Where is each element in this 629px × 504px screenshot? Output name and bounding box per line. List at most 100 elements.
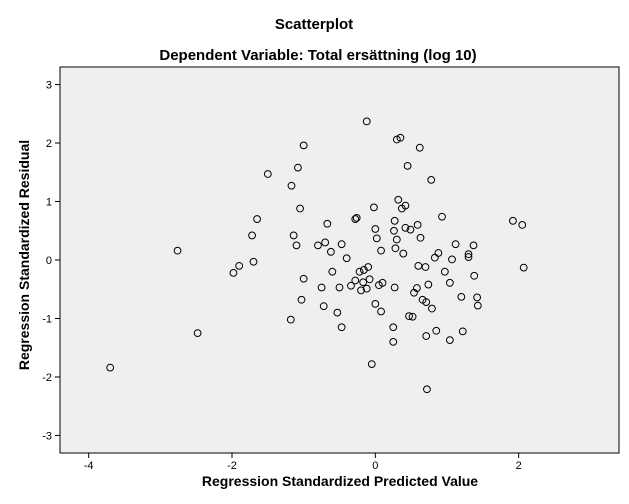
data-point — [440, 267, 449, 276]
y-axis-label: Regression Standardized Residual — [16, 140, 32, 370]
data-point — [432, 326, 441, 335]
data-point — [287, 181, 296, 190]
data-point — [327, 247, 335, 256]
data-point — [401, 223, 410, 232]
data-point — [451, 240, 460, 249]
y-axis-ticks: 3 2 1 0 -1 -2 -3 — [42, 80, 60, 442]
data-point — [390, 283, 399, 292]
data-point — [365, 275, 374, 284]
data-point — [377, 246, 385, 255]
data-point — [457, 292, 466, 301]
data-point — [415, 143, 424, 152]
data-point — [319, 302, 328, 311]
y-tick-label: 0 — [46, 255, 52, 267]
data-point — [333, 308, 342, 317]
data-point — [403, 161, 412, 170]
data-point — [297, 295, 306, 304]
data-point — [347, 281, 355, 290]
data-point — [394, 195, 403, 204]
data-points — [106, 117, 528, 394]
x-tick-label: 2 — [516, 460, 522, 472]
data-point — [422, 332, 431, 340]
data-point — [292, 241, 301, 250]
data-point — [458, 327, 467, 336]
plot-area — [59, 66, 620, 454]
data-point — [509, 216, 517, 225]
data-point — [337, 323, 346, 332]
y-tick-label: 3 — [46, 80, 52, 92]
x-tick-label: -2 — [227, 460, 237, 472]
data-point — [414, 261, 423, 270]
data-point — [229, 268, 238, 277]
data-point — [416, 233, 425, 242]
data-point — [424, 280, 433, 289]
data-point — [422, 298, 431, 307]
data-point — [391, 244, 400, 253]
x-tick-label: 0 — [372, 460, 378, 472]
data-point — [351, 215, 360, 223]
y-tick-label: 2 — [46, 138, 52, 150]
data-point — [342, 254, 351, 263]
data-point — [367, 360, 376, 369]
data-point — [263, 170, 272, 178]
data-point — [464, 250, 473, 259]
data-point — [351, 276, 360, 285]
data-point — [193, 329, 202, 338]
data-point — [294, 163, 302, 172]
data-point — [337, 240, 346, 249]
data-point — [335, 283, 344, 292]
chart-title: Scatterplot — [275, 16, 353, 33]
data-point — [359, 278, 368, 287]
data-point — [408, 312, 417, 321]
data-point — [390, 226, 398, 235]
data-point — [396, 133, 405, 142]
data-point — [364, 263, 373, 271]
data-point — [371, 225, 380, 233]
data-point — [299, 141, 308, 150]
data-point — [401, 201, 410, 210]
data-point — [248, 231, 256, 240]
y-tick-label: -2 — [42, 372, 52, 384]
data-point — [355, 267, 364, 276]
data-point — [421, 263, 430, 271]
data-point — [296, 204, 304, 213]
data-point — [253, 215, 261, 223]
data-point — [389, 337, 398, 346]
y-tick-label: -1 — [42, 313, 52, 325]
data-point — [323, 219, 332, 228]
data-point — [352, 213, 361, 222]
data-point — [464, 253, 473, 261]
data-point — [106, 363, 115, 372]
data-point — [518, 221, 527, 229]
data-point — [378, 278, 387, 287]
data-point — [519, 263, 528, 272]
data-point — [173, 246, 182, 255]
data-point — [438, 212, 446, 221]
data-point — [427, 175, 436, 184]
data-point — [399, 249, 408, 258]
data-point — [390, 216, 399, 225]
data-point — [423, 385, 431, 394]
data-point — [317, 283, 326, 292]
data-point — [362, 117, 371, 126]
data-point — [370, 203, 378, 212]
data-point — [470, 271, 479, 280]
data-point — [362, 284, 371, 293]
x-tick-label: -4 — [84, 460, 94, 472]
data-point — [314, 241, 322, 250]
data-point — [286, 315, 295, 324]
x-axis-label: Regression Standardized Predicted Value — [202, 473, 478, 489]
data-point — [473, 301, 482, 310]
data-point — [371, 299, 380, 308]
data-point — [377, 307, 385, 316]
data-point — [289, 231, 298, 240]
data-point — [389, 323, 398, 332]
data-point — [406, 225, 415, 234]
y-tick-label: 1 — [46, 197, 52, 209]
y-tick-label: -3 — [42, 430, 52, 442]
data-point — [448, 255, 456, 264]
data-point — [434, 249, 443, 257]
data-point — [469, 241, 478, 250]
data-point — [473, 293, 482, 302]
